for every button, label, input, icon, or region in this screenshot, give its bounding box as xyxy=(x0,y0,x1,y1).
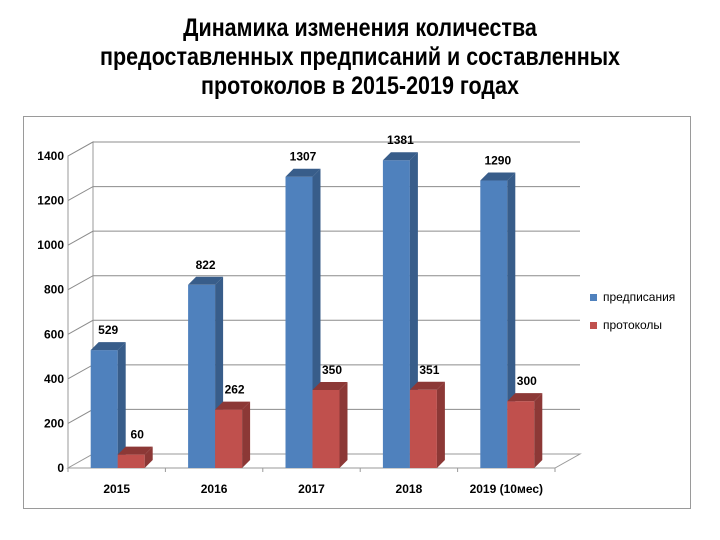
bar-series-2-top xyxy=(312,382,348,390)
y-tick-label: 1000 xyxy=(37,238,64,252)
bar-series-1-top xyxy=(90,342,126,351)
bar-series-1-front xyxy=(480,180,508,468)
y-tick-label: 0 xyxy=(57,461,64,475)
bar-series-2-side xyxy=(339,382,348,468)
bar-series-1-front xyxy=(188,284,216,468)
bar-series-1-side xyxy=(117,342,126,468)
bar-series-2-top xyxy=(215,401,251,410)
bar-series-2-front xyxy=(409,389,437,468)
bar-series-1-top xyxy=(382,152,418,161)
bar-series-2 xyxy=(117,446,153,468)
legend-label-series-1: предписания xyxy=(603,290,676,304)
data-label-series-2: 60 xyxy=(131,428,145,442)
data-label-series-1: 1290 xyxy=(484,154,511,168)
title-line-3: протоколов в 2015-2019 годах xyxy=(201,72,519,100)
bar-series-1-side xyxy=(507,172,516,468)
data-label-series-1: 822 xyxy=(196,258,216,272)
bar-series-2-side xyxy=(436,381,445,468)
gridline xyxy=(67,141,580,157)
data-label-series-2: 350 xyxy=(322,363,342,377)
bar-series-2 xyxy=(409,381,445,468)
data-label-series-2: 300 xyxy=(517,374,537,388)
x-tick-label: 2016 xyxy=(201,482,228,496)
x-tick-label: 2017 xyxy=(298,482,325,496)
title-line-1: Динамика изменения количества xyxy=(183,14,537,42)
legend-item-series-2: протоколы xyxy=(590,318,675,332)
bar-series-2-top xyxy=(507,393,543,402)
bar-series-1-front xyxy=(382,160,410,468)
bar-series-1-front xyxy=(90,350,118,468)
legend-swatch-series-2 xyxy=(590,321,597,329)
bar-series-2 xyxy=(215,401,251,468)
legend: предписания протоколы xyxy=(590,290,675,346)
bar-series-2-side xyxy=(534,393,543,468)
title-line-2: предоставленных предписаний и составленн… xyxy=(99,43,621,71)
data-label-series-2: 262 xyxy=(225,383,245,397)
legend-item-series-1: предписания xyxy=(590,290,675,304)
bar-series-1-front xyxy=(285,176,313,468)
y-tick-label: 800 xyxy=(44,283,64,297)
bar-series-1-top xyxy=(480,172,516,181)
y-tick-label: 1200 xyxy=(37,194,64,208)
bar-series-2-front xyxy=(215,409,243,468)
x-tick-label: 2019 (10мес) xyxy=(470,482,543,496)
y-tick-label: 200 xyxy=(44,416,64,430)
bar-series-2 xyxy=(507,393,543,468)
legend-label-series-2: протоколы xyxy=(603,318,663,332)
y-tick-label: 1400 xyxy=(37,149,64,163)
data-label-series-1: 1381 xyxy=(387,133,414,147)
bar-series-1 xyxy=(90,342,126,468)
bar-series-1-top xyxy=(285,168,321,177)
legend-swatch-series-1 xyxy=(590,293,597,301)
bar-series-1-top xyxy=(188,276,224,285)
bar-series-2-front xyxy=(117,454,145,468)
bar-series-2-front xyxy=(507,401,535,468)
bar-series-2-top xyxy=(117,446,153,455)
chart-title: Динамика изменения количества предоставл… xyxy=(50,14,669,101)
chart-frame xyxy=(23,116,691,509)
x-tick-label: 2015 xyxy=(103,482,130,496)
bar-series-2-side xyxy=(144,446,153,468)
bar-series-2-top xyxy=(409,381,445,390)
bar-series-2-side xyxy=(242,401,251,468)
data-label-series-1: 1307 xyxy=(290,150,317,164)
bar-series-2 xyxy=(312,382,348,468)
y-tick-label: 600 xyxy=(44,327,64,341)
data-label-series-1: 529 xyxy=(98,323,118,337)
y-tick-label: 400 xyxy=(44,372,64,386)
bar-series-2-front xyxy=(312,390,340,468)
bar-series-1 xyxy=(480,172,516,468)
data-label-series-2: 351 xyxy=(419,363,439,377)
x-tick-label: 2018 xyxy=(396,482,423,496)
side-wall xyxy=(67,141,94,469)
